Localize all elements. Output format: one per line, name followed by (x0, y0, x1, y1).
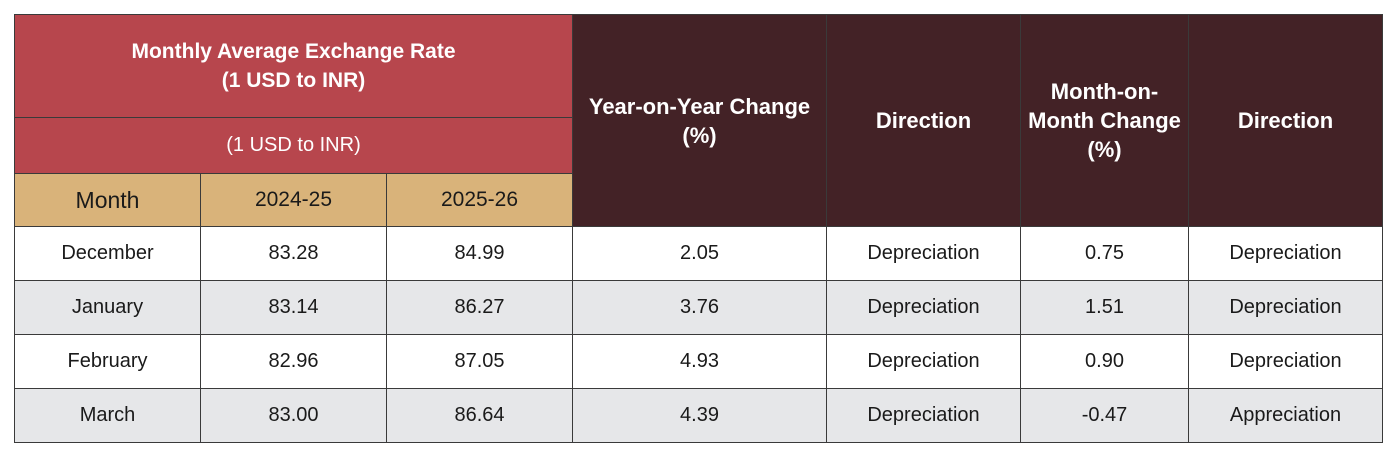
table-row: March 83.00 86.64 4.39 Depreciation -0.4… (14, 388, 1384, 443)
cell-2025-26: 86.64 (385, 388, 574, 443)
cell-2025-26: 87.05 (385, 334, 574, 389)
cell-2024-25: 83.14 (200, 280, 387, 335)
cell-2025-26: 86.27 (385, 280, 574, 335)
cell-direction-mom: Depreciation (1188, 226, 1384, 281)
header-mom-label-2: Month Change (1028, 108, 1181, 133)
cell-2025-26: 84.99 (385, 226, 574, 281)
cell-month: February (14, 334, 201, 389)
cell-direction-yoy: Depreciation (826, 226, 1022, 281)
cell-2024-25: 83.28 (200, 226, 387, 281)
table-title: Monthly Average Exchange Rate (131, 40, 456, 63)
header-direction-yoy: Direction (826, 14, 1022, 227)
cell-direction-yoy: Depreciation (826, 388, 1022, 443)
cell-direction-mom: Depreciation (1188, 334, 1384, 389)
cell-mom-change: 0.75 (1020, 226, 1190, 281)
cell-mom-change: -0.47 (1020, 388, 1190, 443)
table-subtitle: (1 USD to INR) (13, 117, 574, 174)
header-2024-25: 2024-25 (200, 173, 387, 227)
cell-yoy-change: 4.39 (572, 388, 828, 443)
table-row: January 83.14 86.27 3.76 Depreciation 1.… (14, 280, 1384, 335)
header-mom-change: Month-on- Month Change (%) (1020, 14, 1190, 227)
cell-direction-mom: Appreciation (1188, 388, 1384, 443)
header-mom-label-1: Month-on- (1050, 79, 1159, 104)
header-mom-unit: (%) (1087, 137, 1122, 162)
cell-2024-25: 82.96 (200, 334, 387, 389)
table-row: December 83.28 84.99 2.05 Depreciation 0… (14, 226, 1384, 281)
cell-mom-change: 1.51 (1020, 280, 1190, 335)
table-title-cell: Monthly Average Exchange Rate (1 USD to … (13, 14, 574, 118)
header-2025-26: 2025-26 (385, 173, 574, 227)
cell-month: March (14, 388, 201, 443)
cell-direction-yoy: Depreciation (826, 280, 1022, 335)
cell-2024-25: 83.00 (200, 388, 387, 443)
cell-mom-change: 0.90 (1020, 334, 1190, 389)
table-row: February 82.96 87.05 4.93 Depreciation 0… (14, 334, 1384, 389)
cell-yoy-change: 4.93 (572, 334, 828, 389)
cell-direction-yoy: Depreciation (826, 334, 1022, 389)
cell-month: December (14, 226, 201, 281)
cell-yoy-change: 3.76 (572, 280, 828, 335)
cell-direction-mom: Depreciation (1188, 280, 1384, 335)
header-month: Month (14, 173, 201, 227)
header-yoy-unit: (%) (682, 122, 717, 148)
exchange-rate-table: Monthly Average Exchange Rate (1 USD to … (13, 14, 1384, 443)
header-yoy-label: Year-on-Year Change (588, 93, 811, 119)
cell-month: January (14, 280, 201, 335)
header-direction-mom: Direction (1188, 14, 1384, 227)
cell-yoy-change: 2.05 (572, 226, 828, 281)
header-yoy-change: Year-on-Year Change (%) (572, 14, 828, 227)
table-title-unit: (1 USD to INR) (221, 69, 366, 92)
